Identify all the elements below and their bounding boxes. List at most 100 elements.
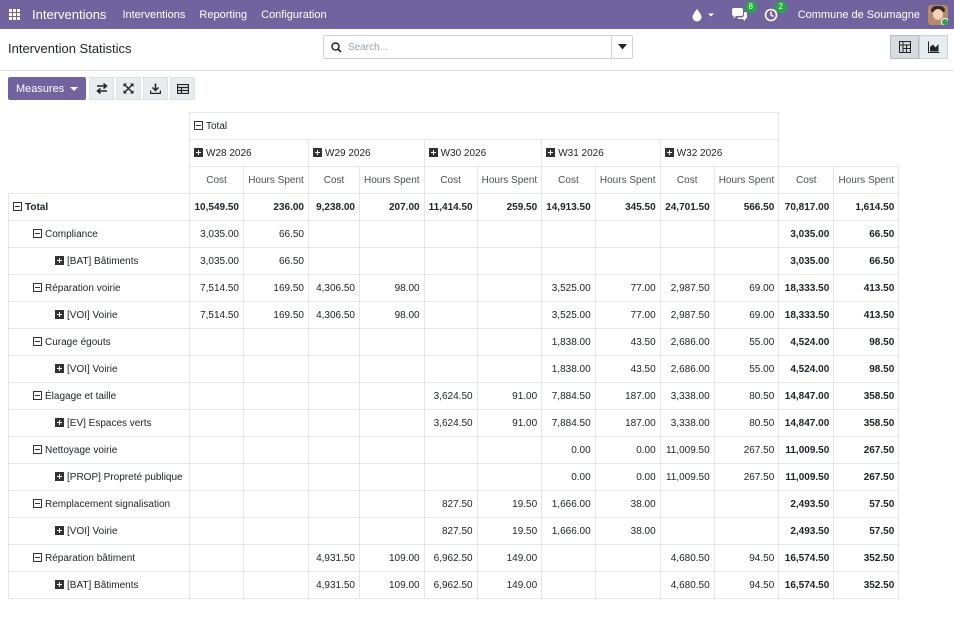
measure-header-cost[interactable]: Cost bbox=[659, 166, 715, 194]
cell-cost[interactable]: 4,931.50 bbox=[308, 571, 360, 599]
cell-cost[interactable]: 3,035.00 bbox=[778, 247, 835, 275]
cell-hours[interactable] bbox=[476, 274, 543, 302]
cell-hours[interactable]: 57.50 bbox=[833, 517, 900, 545]
cell-hours[interactable] bbox=[243, 490, 309, 518]
cell-cost[interactable]: 3,338.00 bbox=[659, 382, 715, 410]
cell-cost[interactable]: 7,884.50 bbox=[541, 382, 596, 410]
cell-hours[interactable]: 566.50 bbox=[713, 193, 780, 221]
cell-hours[interactable]: 267.50 bbox=[713, 463, 780, 491]
cell-hours[interactable] bbox=[713, 490, 780, 518]
cell-cost[interactable] bbox=[308, 409, 360, 437]
cell-cost[interactable] bbox=[189, 409, 244, 437]
cell-cost[interactable]: 2,987.50 bbox=[659, 301, 715, 329]
cell-cost[interactable]: 4,931.50 bbox=[308, 544, 360, 572]
cell-hours[interactable] bbox=[476, 355, 543, 383]
cell-hours[interactable]: 413.50 bbox=[833, 274, 900, 302]
cell-hours[interactable] bbox=[476, 220, 543, 248]
cell-hours[interactable] bbox=[243, 463, 309, 491]
cell-hours[interactable]: 352.50 bbox=[833, 571, 900, 599]
cell-cost[interactable] bbox=[423, 220, 478, 248]
menu-configuration[interactable]: Configuration bbox=[261, 8, 327, 21]
cell-cost[interactable] bbox=[423, 436, 478, 464]
cell-hours[interactable]: 98.50 bbox=[833, 328, 900, 356]
cell-cost[interactable]: 3,035.00 bbox=[189, 247, 244, 275]
apps-menu-icon[interactable] bbox=[0, 0, 28, 29]
cell-hours[interactable]: 66.50 bbox=[243, 247, 309, 275]
cell-hours[interactable]: 94.50 bbox=[713, 571, 780, 599]
cell-cost[interactable] bbox=[308, 517, 360, 545]
cell-cost[interactable]: 7,884.50 bbox=[541, 409, 596, 437]
cell-hours[interactable]: 55.00 bbox=[713, 328, 780, 356]
cell-hours[interactable] bbox=[713, 247, 780, 275]
cell-hours[interactable]: 267.50 bbox=[833, 463, 900, 491]
cell-cost[interactable] bbox=[189, 571, 244, 599]
cell-cost[interactable]: 6,962.50 bbox=[423, 571, 478, 599]
row-header[interactable]: [BAT] Bâtiments bbox=[8, 247, 190, 275]
cell-hours[interactable] bbox=[359, 409, 425, 437]
cell-cost[interactable]: 4,680.50 bbox=[659, 571, 715, 599]
row-header[interactable]: Élagage et taille bbox=[8, 382, 190, 410]
cell-hours[interactable]: 38.00 bbox=[594, 517, 661, 545]
cell-hours[interactable]: 43.50 bbox=[594, 328, 661, 356]
row-header[interactable]: [VOI] Voirie bbox=[8, 355, 190, 383]
cell-cost[interactable]: 827.50 bbox=[423, 490, 478, 518]
cell-cost[interactable]: 11,009.50 bbox=[659, 463, 715, 491]
row-header[interactable]: Réparation bâtiment bbox=[8, 544, 190, 572]
row-header[interactable]: [PROP] Propreté publique bbox=[8, 463, 190, 491]
cell-cost[interactable] bbox=[423, 247, 478, 275]
cell-cost[interactable] bbox=[308, 247, 360, 275]
row-header[interactable]: [BAT] Bâtiments bbox=[8, 571, 190, 599]
cell-cost[interactable] bbox=[308, 328, 360, 356]
cell-cost[interactable]: 3,035.00 bbox=[189, 220, 244, 248]
cell-cost[interactable]: 0.00 bbox=[541, 436, 596, 464]
cell-cost[interactable]: 18,333.50 bbox=[778, 301, 835, 329]
cell-cost[interactable] bbox=[308, 220, 360, 248]
cell-hours[interactable]: 55.00 bbox=[713, 355, 780, 383]
cell-hours[interactable]: 149.00 bbox=[476, 544, 543, 572]
row-header[interactable]: Réparation voirie bbox=[8, 274, 190, 302]
cell-hours[interactable] bbox=[243, 382, 309, 410]
row-header[interactable]: [VOI] Voirie bbox=[8, 517, 190, 545]
cell-cost[interactable]: 3,338.00 bbox=[659, 409, 715, 437]
cell-hours[interactable]: 149.00 bbox=[476, 571, 543, 599]
graph-view-button[interactable] bbox=[919, 35, 948, 59]
cell-hours[interactable]: 267.50 bbox=[833, 436, 900, 464]
cell-cost[interactable]: 11,009.50 bbox=[778, 463, 835, 491]
cell-hours[interactable]: 66.50 bbox=[833, 247, 900, 275]
cell-cost[interactable]: 1,666.00 bbox=[541, 517, 596, 545]
messages-icon[interactable]: 8 bbox=[731, 0, 757, 22]
cell-hours[interactable]: 57.50 bbox=[833, 490, 900, 518]
cell-hours[interactable] bbox=[359, 247, 425, 275]
cell-cost[interactable]: 16,574.50 bbox=[778, 544, 835, 572]
company-switcher[interactable]: Commune de Soumagne bbox=[797, 8, 920, 21]
cell-cost[interactable]: 3,525.00 bbox=[541, 301, 596, 329]
cell-hours[interactable] bbox=[243, 409, 309, 437]
cell-cost[interactable] bbox=[189, 517, 244, 545]
cell-cost[interactable] bbox=[423, 355, 478, 383]
cell-cost[interactable] bbox=[308, 490, 360, 518]
cell-cost[interactable]: 1,838.00 bbox=[541, 355, 596, 383]
measure-header-hours[interactable]: Hours Spent bbox=[833, 166, 900, 194]
cell-hours[interactable]: 66.50 bbox=[833, 220, 900, 248]
cell-hours[interactable]: 91.00 bbox=[476, 409, 543, 437]
cell-hours[interactable]: 98.50 bbox=[833, 355, 900, 383]
cell-hours[interactable]: 91.00 bbox=[476, 382, 543, 410]
cell-hours[interactable] bbox=[476, 301, 543, 329]
cell-cost[interactable] bbox=[541, 247, 596, 275]
cell-hours[interactable]: 187.00 bbox=[594, 409, 661, 437]
cell-cost[interactable]: 2,987.50 bbox=[659, 274, 715, 302]
measure-header-hours[interactable]: Hours Spent bbox=[713, 166, 780, 194]
cell-hours[interactable]: 80.50 bbox=[713, 382, 780, 410]
cell-hours[interactable] bbox=[359, 490, 425, 518]
cell-cost[interactable] bbox=[189, 355, 244, 383]
user-avatar[interactable] bbox=[928, 4, 948, 25]
column-header-total[interactable]: Total bbox=[188, 112, 780, 140]
cell-cost[interactable]: 14,913.50 bbox=[541, 193, 596, 221]
debug-drop-icon[interactable] bbox=[690, 8, 715, 22]
menu-reporting[interactable]: Reporting bbox=[199, 8, 248, 21]
cell-hours[interactable]: 358.50 bbox=[833, 409, 900, 437]
cell-cost[interactable]: 9,238.00 bbox=[308, 193, 360, 221]
cell-cost[interactable]: 1,666.00 bbox=[541, 490, 596, 518]
cell-cost[interactable]: 4,524.00 bbox=[778, 355, 835, 383]
row-header[interactable]: [EV] Espaces verts bbox=[8, 409, 190, 437]
